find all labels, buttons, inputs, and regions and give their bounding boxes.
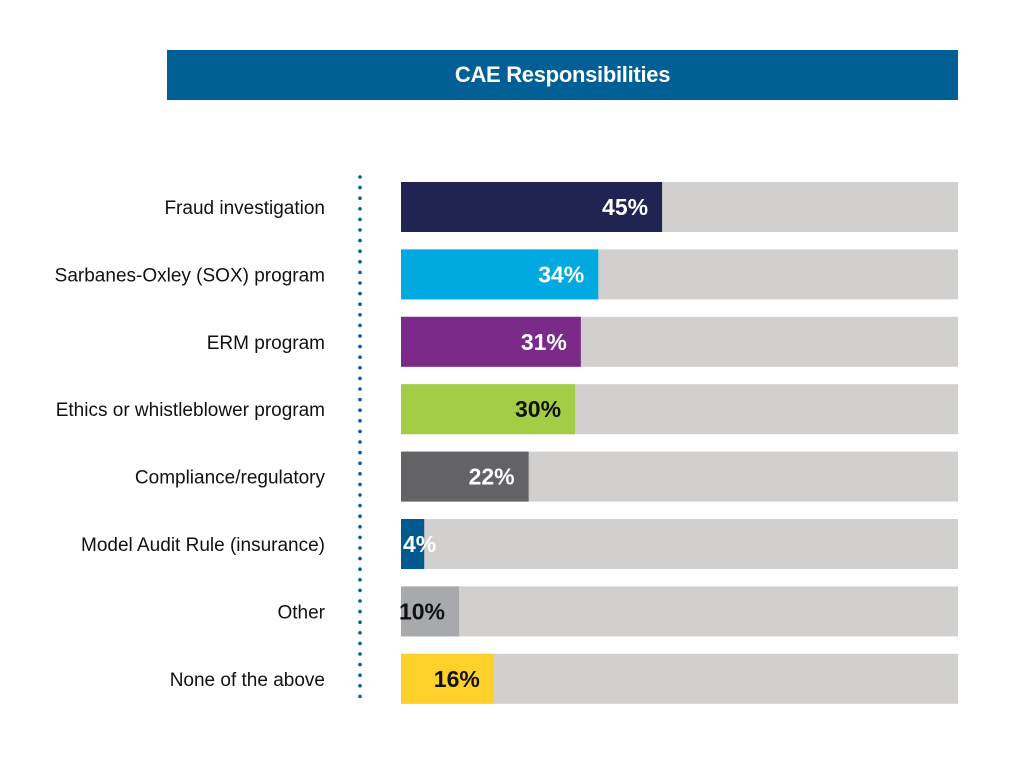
axis-dot xyxy=(358,450,362,455)
axis-dot xyxy=(358,344,362,349)
category-label: None of the above xyxy=(170,670,325,691)
axis-dot xyxy=(358,207,362,211)
value-label: 4% xyxy=(403,531,436,557)
axis-dot xyxy=(358,652,362,656)
category-label: Compliance/regulatory xyxy=(135,468,326,489)
axis-dot xyxy=(358,408,362,413)
value-label: 31% xyxy=(521,329,567,355)
axis-dot xyxy=(358,662,362,667)
axis-dot xyxy=(358,631,362,635)
axis-dot xyxy=(358,525,362,529)
axis-dot xyxy=(358,355,362,360)
axis-dot xyxy=(358,493,362,497)
value-label: 30% xyxy=(515,396,561,422)
bar xyxy=(401,451,529,502)
bar xyxy=(401,653,494,704)
axis-dot xyxy=(358,281,362,285)
axis-dot xyxy=(358,503,362,508)
axis-dot xyxy=(358,514,362,518)
axis-dot xyxy=(358,270,362,275)
category-label: Sarbanes-Oxley (SOX) program xyxy=(55,265,325,286)
axis-dot xyxy=(358,366,362,370)
axis-dot xyxy=(358,472,362,476)
bar xyxy=(401,586,460,637)
axis-dot xyxy=(358,196,362,200)
bar xyxy=(401,182,663,232)
axis-dot xyxy=(358,323,362,328)
axis-dot xyxy=(358,291,362,296)
axis-dot xyxy=(358,387,362,391)
category-label: ERM program xyxy=(207,333,325,354)
axis-dot xyxy=(358,313,362,317)
axis-dot xyxy=(358,684,362,688)
axis-dot xyxy=(358,588,362,593)
axis-dot xyxy=(358,228,362,232)
value-label: 16% xyxy=(434,666,480,692)
bar xyxy=(401,316,581,367)
value-label: 34% xyxy=(538,261,584,287)
bar xyxy=(401,384,576,435)
axis-dot xyxy=(358,397,362,402)
axis-dot xyxy=(358,429,362,434)
axis-dot xyxy=(358,620,362,624)
bar-track xyxy=(401,519,958,569)
chart-title-bar: CAE Responsibilities xyxy=(167,50,958,100)
axis-dot xyxy=(358,440,362,444)
axis-dot xyxy=(358,175,362,179)
axis-dot xyxy=(358,334,362,338)
axis-dot xyxy=(358,694,362,699)
axis-dot xyxy=(358,482,362,487)
category-label: Model Audit Rule (insurance) xyxy=(81,535,325,556)
axis-dot xyxy=(358,302,362,307)
axis-dot xyxy=(358,599,362,603)
axis-dot xyxy=(358,609,362,614)
axis-dot xyxy=(358,217,362,222)
category-label: Other xyxy=(277,602,325,623)
bar xyxy=(401,519,425,569)
axis-dot xyxy=(358,578,362,582)
axis-dot xyxy=(358,461,362,466)
axis-dot xyxy=(358,238,362,243)
value-label: 45% xyxy=(602,194,648,220)
bar-track xyxy=(401,586,958,637)
axis-dot xyxy=(358,546,362,550)
axis-dot xyxy=(358,556,362,561)
axis-dot xyxy=(358,641,362,646)
category-label: Fraud investigation xyxy=(164,198,325,219)
axis-dot xyxy=(358,419,362,423)
value-label: 22% xyxy=(469,464,515,490)
chart-title: CAE Responsibilities xyxy=(454,62,671,87)
axis-dot xyxy=(358,376,362,381)
axis-dot xyxy=(358,567,362,571)
axis-dot xyxy=(358,249,362,253)
axis-dot xyxy=(358,185,362,190)
category-label: Ethics or whistleblower program xyxy=(56,400,325,421)
value-label: 10% xyxy=(399,598,445,624)
axis-dot xyxy=(358,260,362,264)
bar xyxy=(401,249,599,300)
axis-dot xyxy=(358,673,362,677)
axis-dot xyxy=(358,535,362,540)
